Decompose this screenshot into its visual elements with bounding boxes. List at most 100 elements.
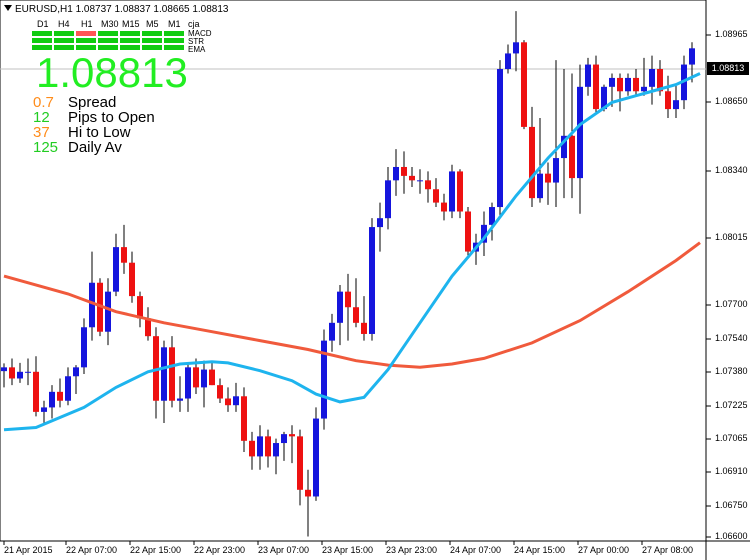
candle-bull[interactable] [537,173,543,199]
candle-bear[interactable] [265,436,271,457]
signal-cell-macd [32,31,52,36]
signal-cell-ema [142,45,162,50]
candle-bear[interactable] [33,371,39,412]
candle-bear[interactable] [401,166,407,176]
candle-bear[interactable] [121,247,127,263]
big-price-display: 1.08813 [36,49,188,96]
candle-bear[interactable] [305,489,311,497]
candle-bull[interactable] [377,218,383,228]
dropdown-triangle-icon[interactable] [4,5,12,11]
candle-bear[interactable] [345,291,351,308]
candle-bear[interactable] [409,175,415,181]
candle-bear[interactable] [129,262,135,297]
candle-bear[interactable] [441,202,447,212]
price-tick-label: 1.06750 [715,500,748,510]
time-tick-label: 27 Apr 08:00 [642,545,694,555]
candle-bull[interactable] [649,69,655,87]
candle-bull[interactable] [185,367,191,399]
candle-bear[interactable] [209,369,215,386]
signal-cell-macd [76,31,96,36]
candle-bear[interactable] [569,135,575,179]
candle-bull[interactable] [417,180,423,182]
candle-bull[interactable] [673,100,679,110]
candle-bear[interactable] [425,180,431,190]
candle-bear[interactable] [249,440,255,457]
candle-bull[interactable] [177,398,183,401]
candle-bear[interactable] [193,367,199,388]
candle-bull[interactable] [1,367,7,372]
candle-bull[interactable] [161,347,167,401]
symbol-header[interactable]: EURUSD,H1 1.08737 1.08837 1.08665 1.0881… [4,4,229,15]
candle-bull[interactable] [25,371,31,373]
candle-bull[interactable] [81,327,87,368]
candle-bull[interactable] [65,376,71,401]
candle-bull[interactable] [201,369,207,388]
candle-bear[interactable] [617,77,623,92]
signal-cell-str [76,38,96,43]
candle-bear[interactable] [545,173,551,183]
candle-bear[interactable] [297,436,303,490]
candle-bear[interactable] [593,64,599,110]
candle-bull[interactable] [17,371,23,379]
candle-bear[interactable] [665,91,671,110]
candle-bull[interactable] [481,224,487,243]
candle-bear[interactable] [465,211,471,252]
candle-bear[interactable] [521,42,527,127]
candle-bear[interactable] [433,189,439,203]
candle-bull[interactable] [113,247,119,292]
candle-bear[interactable] [225,398,231,406]
candle-bear[interactable] [529,126,535,199]
candle-bull[interactable] [41,407,47,412]
candle-bear[interactable] [241,396,247,441]
candle-bull[interactable] [393,166,399,181]
candle-bear[interactable] [361,322,367,334]
candle-bull[interactable] [513,42,519,54]
candle-bear[interactable] [145,318,151,337]
candle-bear[interactable] [57,391,63,401]
time-tick-label: 24 Apr 15:00 [514,545,566,555]
candle-bull[interactable] [73,367,79,377]
candle-bull[interactable] [577,86,583,179]
candle-bull[interactable] [505,53,511,70]
candle-bull[interactable] [257,436,263,457]
candle-bull[interactable] [233,396,239,406]
candle-bull[interactable] [89,282,95,328]
candle-bull[interactable] [609,77,615,87]
candle-bear[interactable] [169,347,175,401]
candle-bull[interactable] [561,135,567,159]
candle-bull[interactable] [689,48,695,65]
candle-bull[interactable] [497,69,503,208]
candle-bull[interactable] [105,291,111,332]
candle-bull[interactable] [641,86,647,92]
stat-label: Daily Av [68,139,122,156]
candle-bear[interactable] [457,171,463,212]
candle-bull[interactable] [385,180,391,219]
candle-bull[interactable] [449,171,455,212]
candle-bear[interactable] [633,77,639,92]
candle-bear[interactable] [137,296,143,319]
candle-bull[interactable] [625,77,631,92]
candle-bull[interactable] [489,207,495,225]
timeframe-label-h1: H1 [81,19,93,29]
candle-bear[interactable] [289,434,295,437]
candle-bull[interactable] [601,86,607,110]
candle-bull[interactable] [281,434,287,444]
candle-bull[interactable] [313,418,319,497]
candle-bull[interactable] [553,158,559,183]
signal-cell-ema [32,45,52,50]
candle-bull[interactable] [49,391,55,408]
candle-bull[interactable] [329,322,335,341]
price-tick-label: 1.08965 [715,29,748,39]
signal-cell-ema [54,45,74,50]
candle-bear[interactable] [9,367,15,379]
candle-bear[interactable] [657,69,663,92]
candle-bull[interactable] [337,291,343,323]
candle-bull[interactable] [273,443,279,457]
candle-bull[interactable] [321,340,327,419]
candle-bull[interactable] [369,227,375,334]
candle-bear[interactable] [217,385,223,399]
time-tick-label: 22 Apr 23:00 [194,545,246,555]
candle-bear[interactable] [353,307,359,323]
candle-bull[interactable] [585,64,591,87]
